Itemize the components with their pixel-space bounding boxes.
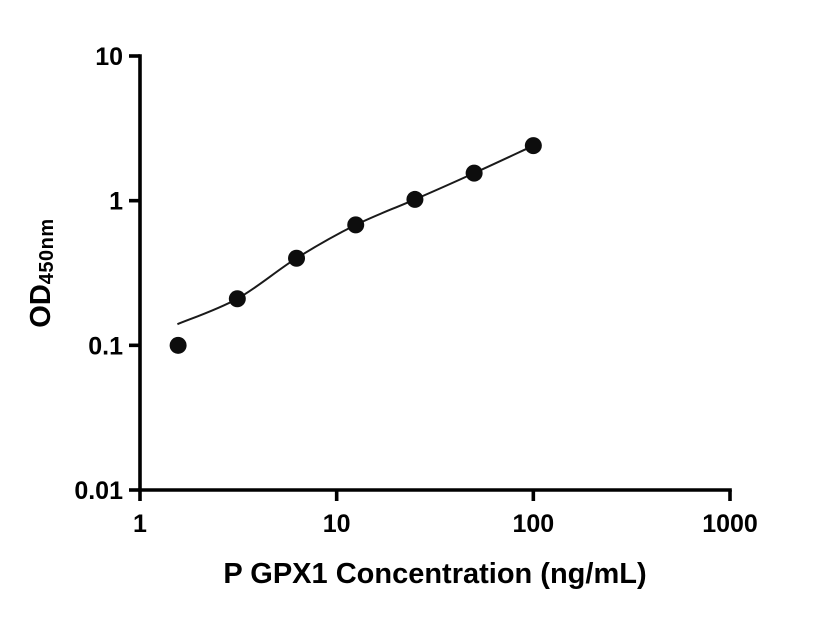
y-tick-label: 0.1 xyxy=(88,332,123,360)
data-point xyxy=(406,190,424,208)
y-tick-label: 10 xyxy=(95,43,123,71)
y-tick-label: 1 xyxy=(109,188,123,216)
y-axis-title-subscript: 450nm xyxy=(36,218,58,285)
x-tick-label: 1 xyxy=(133,510,147,538)
data-point xyxy=(524,137,542,155)
data-point xyxy=(228,290,246,308)
x-tick-label: 1000 xyxy=(702,510,758,538)
y-axis-title: OD450nm xyxy=(25,218,59,327)
y-axis-title-main: OD xyxy=(25,284,57,328)
data-point xyxy=(288,249,306,267)
data-point xyxy=(169,336,187,354)
data-point xyxy=(465,164,483,182)
data-point xyxy=(347,216,365,234)
x-axis-title: P GPX1 Concentration (ng/mL) xyxy=(223,558,647,590)
y-tick-label: 0.01 xyxy=(74,477,123,505)
x-tick-label: 100 xyxy=(512,510,554,538)
x-tick-label: 10 xyxy=(323,510,351,538)
